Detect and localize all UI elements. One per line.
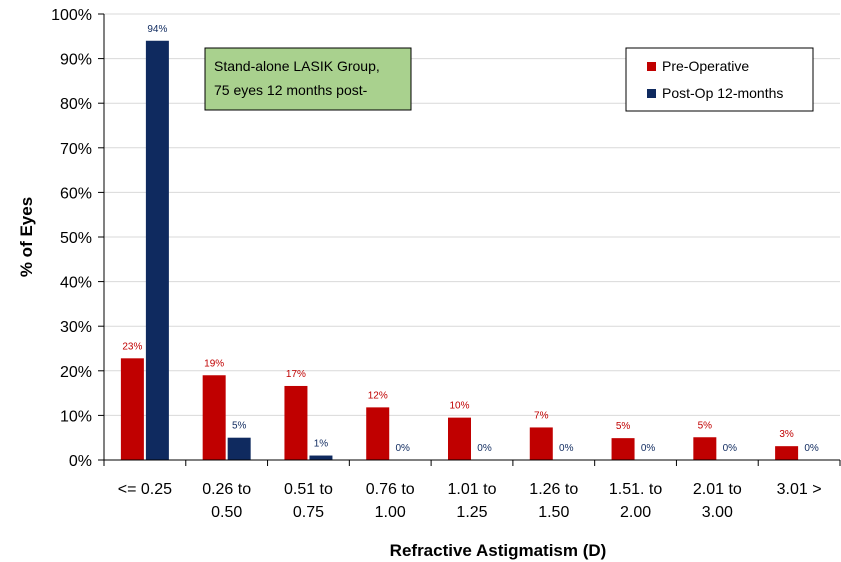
axes xyxy=(103,14,841,466)
legend: Pre-Operative Post-Op 12-months xyxy=(625,47,814,112)
y-tick-label: 90% xyxy=(60,52,92,69)
bar-pre-operative xyxy=(366,407,390,460)
data-label-post-op-12-months: 0% xyxy=(395,443,410,454)
data-label-post-op-12-months: 0% xyxy=(641,443,656,454)
legend-label-post-op: Post-Op 12-months xyxy=(662,85,783,101)
annotation-box: Stand-alone LASIK Group, 75 eyes 12 mont… xyxy=(204,47,412,111)
data-labels: 23% 94% 19% 5% 17% 1% 12% 0% 10% 0% 7% 0% 5% 0% 5% 0% 3%… xyxy=(122,24,819,454)
x-category-label: 1.01 to 1.25 xyxy=(448,481,497,521)
y-tick-label: 10% xyxy=(60,408,92,425)
bars xyxy=(120,40,799,460)
x-category-label: 1.51. to 2.00 xyxy=(609,481,662,521)
data-label-post-op-12-months: 0% xyxy=(477,443,492,454)
bar-pre-operative xyxy=(611,438,635,460)
data-label-post-op-12-months: 94% xyxy=(147,24,167,35)
data-label-pre-operative: 10% xyxy=(449,401,469,412)
bar-pre-operative xyxy=(693,437,717,460)
y-tick-label: 30% xyxy=(60,319,92,336)
x-category-label: 0.26 to 0.50 xyxy=(202,481,251,521)
x-category-label: 0.51 to 0.75 xyxy=(284,481,333,521)
data-label-pre-operative: 5% xyxy=(616,421,631,432)
y-tick-label: 60% xyxy=(60,185,92,202)
x-axis-title: Refractive Astigmatism (D) xyxy=(390,541,607,560)
x-category-label-line: 1.00 xyxy=(375,504,406,521)
annotation-background xyxy=(204,47,412,111)
bar-pre-operative xyxy=(775,446,799,460)
x-category-label-line: 3.01 > xyxy=(777,481,822,498)
y-axis-title: % of Eyes xyxy=(17,197,36,277)
annotation-line-2: 75 eyes 12 months post- xyxy=(214,82,368,98)
x-category-label-line: 1.26 to xyxy=(529,481,578,498)
data-label-pre-operative: 7% xyxy=(534,410,549,421)
gridlines xyxy=(104,13,840,416)
x-category-label-line: 3.00 xyxy=(702,504,733,521)
x-category-label-line: 0.26 to xyxy=(202,481,251,498)
y-tick-label: 20% xyxy=(60,364,92,381)
bar-post-op-12-months xyxy=(227,437,251,460)
bar-post-op-12-months xyxy=(309,455,333,460)
y-tick-label: 70% xyxy=(60,141,92,158)
data-label-post-op-12-months: 1% xyxy=(314,439,329,450)
data-label-pre-operative: 19% xyxy=(204,358,224,369)
legend-swatch-pre-operative xyxy=(647,62,656,71)
x-category-label-line: 2.00 xyxy=(620,504,651,521)
x-category-label-line: 1.25 xyxy=(456,504,487,521)
x-category-label: 1.26 to 1.50 xyxy=(529,481,578,521)
x-category-label-line: 1.01 to xyxy=(448,481,497,498)
x-category-label: 3.01 > xyxy=(777,481,822,498)
y-tick-label: 100% xyxy=(51,7,92,24)
legend-swatch-post-op xyxy=(647,89,656,98)
data-label-pre-operative: 17% xyxy=(286,369,306,380)
bar-pre-operative xyxy=(448,417,471,460)
bar-post-op-12-months xyxy=(145,40,169,460)
x-category-label-line: 0.50 xyxy=(211,504,242,521)
x-axis-categories: <= 0.25 0.26 to 0.50 0.51 to 0.75 0.76 to 1.00… xyxy=(118,481,822,521)
data-label-pre-operative: 12% xyxy=(368,390,388,401)
data-label-post-op-12-months: 0% xyxy=(723,443,738,454)
bar-pre-operative xyxy=(120,358,144,460)
x-category-label-line: 0.76 to xyxy=(366,481,415,498)
x-category-label-line: 0.75 xyxy=(293,504,324,521)
x-category-label: 0.76 to 1.00 xyxy=(366,481,415,521)
y-tick-label: 50% xyxy=(60,230,92,247)
x-category-label-line: <= 0.25 xyxy=(118,481,172,498)
y-tick-label: 80% xyxy=(60,96,92,113)
x-category-label: 2.01 to 3.00 xyxy=(693,481,742,521)
y-axis-ticks: 0% 10% 20% 30% 40% 50% 60% 70% 80% 90% 100% xyxy=(51,7,104,470)
bar-pre-operative xyxy=(284,385,308,460)
bar-pre-operative xyxy=(529,427,553,460)
data-label-post-op-12-months: 5% xyxy=(232,421,247,432)
legend-label-pre-operative: Pre-Operative xyxy=(662,58,749,74)
data-label-post-op-12-months: 0% xyxy=(804,443,819,454)
x-category-label: <= 0.25 xyxy=(118,481,172,498)
data-label-pre-operative: 23% xyxy=(122,341,142,352)
x-category-label-line: 1.50 xyxy=(538,504,569,521)
x-category-label-line: 2.01 to xyxy=(693,481,742,498)
data-label-pre-operative: 3% xyxy=(779,429,794,440)
bar-pre-operative xyxy=(202,375,226,460)
data-label-pre-operative: 5% xyxy=(698,420,713,431)
data-label-post-op-12-months: 0% xyxy=(559,443,574,454)
annotation-line-1: Stand-alone LASIK Group, xyxy=(214,58,380,74)
y-tick-label: 40% xyxy=(60,275,92,292)
x-category-label-line: 0.51 to xyxy=(284,481,333,498)
legend-box xyxy=(625,47,814,112)
x-category-label-line: 1.51. to xyxy=(609,481,662,498)
y-tick-label: 0% xyxy=(69,453,92,470)
